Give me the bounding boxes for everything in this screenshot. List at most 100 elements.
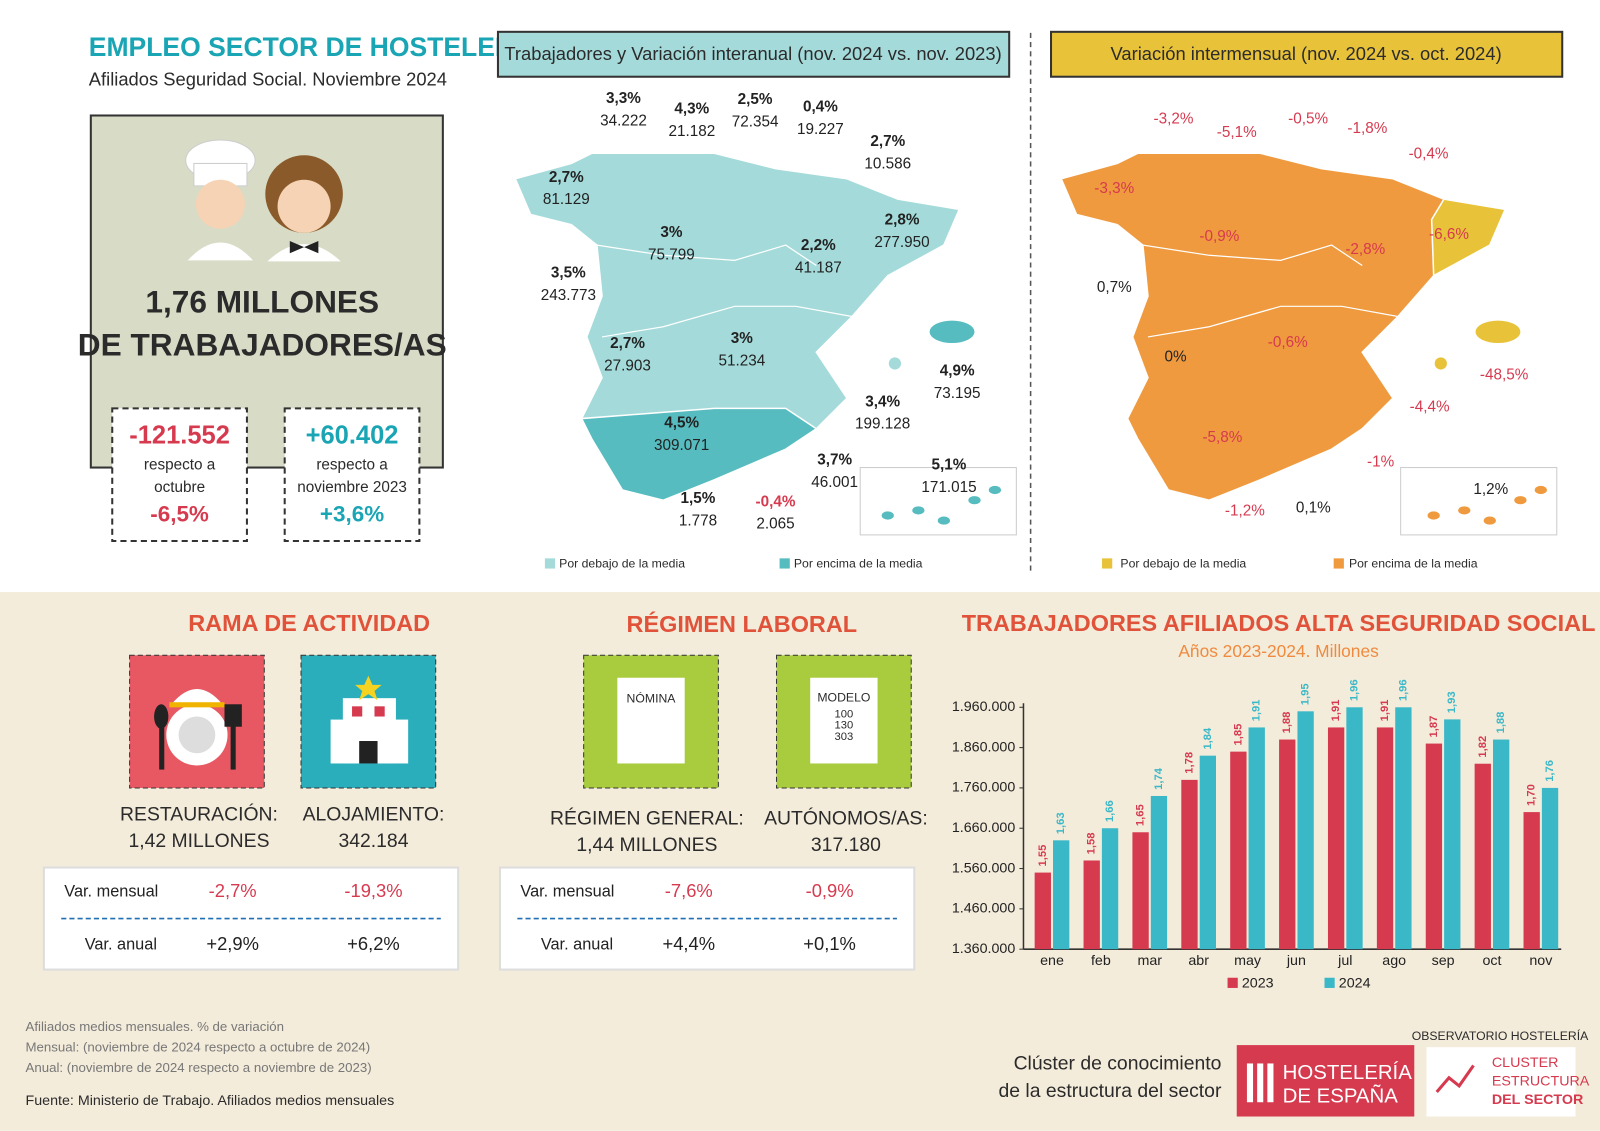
- monthly-text: respecto a: [144, 457, 216, 474]
- x-tick-label: nov: [1529, 953, 1553, 969]
- legend-swatch: [1102, 558, 1113, 569]
- map-pct: -0,4%: [756, 493, 796, 510]
- legend-swatch: [1227, 977, 1238, 988]
- value-label: 1,84: [1202, 727, 1214, 750]
- bar: [1297, 711, 1314, 950]
- map-count: 34.222: [600, 113, 647, 130]
- x-tick-label: ene: [1040, 953, 1064, 969]
- regimen-name: AUTÓNOMOS/AS:: [764, 807, 928, 830]
- x-tick-label: may: [1234, 953, 1262, 969]
- x-tick-label: oct: [1482, 953, 1501, 969]
- value-label: 1,95: [1300, 683, 1312, 705]
- legend-swatch: [1333, 558, 1344, 569]
- map-pct: 3%: [731, 330, 754, 347]
- y-tick-label: 1.660.000: [952, 820, 1016, 836]
- map-count: 277.950: [874, 234, 929, 251]
- logo2-title: OBSERVATORIO HOSTELERÍA: [1412, 1028, 1589, 1043]
- map-pct: -0,9%: [1199, 228, 1239, 245]
- value-label: 1,85: [1232, 724, 1244, 746]
- map-pct: 3,4%: [865, 393, 900, 410]
- map-pct: 3,7%: [817, 451, 852, 468]
- map-count: 46.001: [811, 474, 858, 491]
- x-tick-label: ago: [1382, 953, 1406, 969]
- bar: [1346, 707, 1363, 950]
- spain-map: [1060, 152, 1507, 501]
- bar: [1425, 743, 1443, 950]
- rama-value: 342.184: [338, 830, 408, 852]
- value-label: 1,65: [1135, 804, 1147, 826]
- region-border: [601, 305, 853, 338]
- map-count: 2.065: [756, 516, 794, 533]
- monthly-value: -121.552: [129, 422, 230, 450]
- region-border: [596, 244, 817, 267]
- canary-islands: [988, 485, 1002, 495]
- map-pct: 5,1%: [932, 457, 967, 474]
- y-tick-label: 1.960.000: [952, 699, 1016, 715]
- logo-mark: [1267, 1063, 1274, 1103]
- bar: [1150, 795, 1168, 950]
- bar: [1376, 727, 1394, 950]
- region: [580, 407, 818, 501]
- row-value: -19,3%: [344, 880, 402, 901]
- map-pct: 3%: [660, 224, 683, 241]
- balearic-islands: [1475, 320, 1521, 344]
- legend-swatch: [779, 558, 790, 569]
- logo-text: CLUSTER: [1492, 1055, 1559, 1071]
- bar: [1492, 739, 1510, 950]
- legend-label: Por debajo de la media: [1120, 557, 1246, 571]
- row-value: +4,4%: [662, 933, 715, 954]
- balearic-islands: [888, 357, 902, 370]
- value-label: 1,78: [1183, 752, 1195, 774]
- map-pct: -3,2%: [1153, 111, 1193, 128]
- regimen-name: RÉGIMEN GENERAL:: [550, 807, 744, 830]
- map-count: 1.778: [679, 513, 717, 530]
- section-title: RÉGIMEN LABORAL: [627, 610, 858, 637]
- bar: [1034, 872, 1051, 950]
- document-shape: [810, 677, 878, 764]
- note: Afiliados medios mensuales. % de variaci…: [26, 1019, 285, 1034]
- bar: [1101, 828, 1119, 950]
- annual-value: +60.402: [306, 422, 399, 450]
- rama-name: ALOJAMIENTO:: [303, 804, 445, 826]
- logo-cluster: [1426, 1047, 1576, 1117]
- value-label: 1,91: [1330, 699, 1342, 721]
- map-pct: 0,4%: [803, 98, 838, 115]
- monthly-pct: -6,5%: [150, 501, 209, 526]
- x-tick-label: jun: [1286, 953, 1306, 969]
- y-tick-label: 1.360.000: [952, 941, 1016, 957]
- x-tick-label: mar: [1137, 953, 1162, 969]
- bar: [1199, 755, 1217, 950]
- map-count: 75.799: [648, 246, 695, 263]
- balearic-islands: [929, 320, 975, 344]
- value-label: 1,82: [1477, 736, 1489, 758]
- canary-islands: [1534, 485, 1547, 495]
- legend-label: 2023: [1242, 976, 1274, 992]
- region-border: [1147, 305, 1399, 338]
- canary-islands: [1514, 496, 1527, 505]
- total-line1: 1,76 MILLONES: [145, 284, 379, 320]
- rama-name: RESTAURACIÓN:: [120, 803, 278, 826]
- map1-title-box: [496, 30, 1011, 78]
- row-label: Var. mensual: [520, 882, 614, 900]
- main-subtitle: Afiliados Seguridad Social. Noviembre 20…: [89, 69, 447, 90]
- row-label: Var. anual: [85, 935, 157, 953]
- value-label: 1,74: [1153, 767, 1165, 790]
- map-count: 81.129: [543, 191, 590, 208]
- map-pct: -2,8%: [1345, 241, 1385, 258]
- value-label: 1,96: [1348, 679, 1360, 701]
- logo-text: ESTRUCTURA: [1492, 1074, 1590, 1090]
- monthly-box: [111, 407, 248, 543]
- note: Anual: (noviembre de 2024 respecto a nov…: [26, 1060, 372, 1075]
- bar: [1395, 707, 1412, 950]
- value-label: 1,58: [1086, 833, 1098, 855]
- bar: [1181, 779, 1198, 950]
- map-pct: 2,7%: [610, 335, 645, 352]
- row-value: +2,9%: [206, 933, 259, 954]
- section-title: RAMA DE ACTIVIDAD: [188, 610, 430, 636]
- value-label: 1,66: [1104, 800, 1116, 822]
- legend-swatch: [544, 558, 556, 569]
- map-pct: 0%: [1164, 348, 1187, 365]
- logo-mark: [1435, 1064, 1475, 1094]
- map-pct: 2,8%: [885, 212, 920, 229]
